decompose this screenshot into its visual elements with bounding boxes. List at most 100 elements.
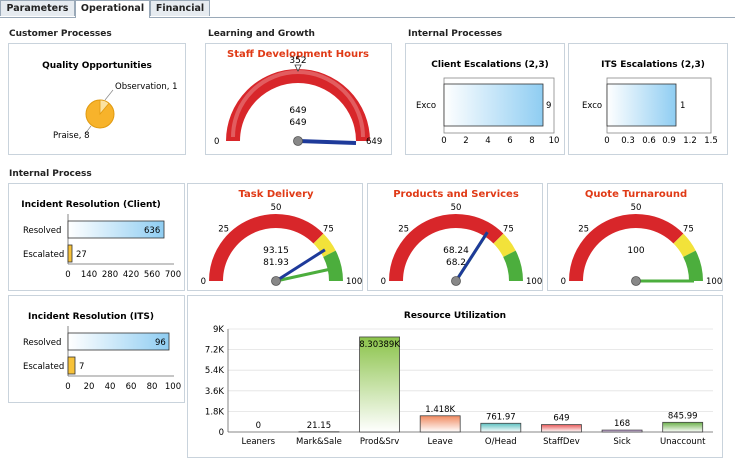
client-esc-tick: 10 [549, 136, 560, 146]
tab-parameters[interactable]: Parameters [0, 0, 75, 16]
staff-value2: 649 [289, 118, 306, 128]
incident-client-tick: 280 [102, 270, 118, 280]
section-internal-process: Internal Process [9, 169, 92, 179]
staff-max-label: 649 [366, 137, 382, 147]
client-esc-tick: 0 [441, 136, 446, 146]
resource-value-label: 1.418K [425, 405, 455, 415]
quote-turnaround-panel: Quote Turnaround 0 25 50 75 100 100 [547, 183, 723, 291]
resource-value-label: 649 [553, 414, 569, 424]
task-delivery-gauge: Task Delivery 0 25 50 75 100 93.15 81.93 [201, 189, 363, 287]
gauge-band-yellow [313, 233, 336, 258]
task-delivery-panel: Task Delivery 0 25 50 75 100 93.15 81.93 [187, 183, 363, 291]
resource-y-tick: 1.8K [205, 407, 225, 417]
incident-client-tick: 140 [81, 270, 97, 280]
gauge-value-1: 93.15 [263, 246, 289, 256]
resource-value-label: 21.15 [307, 421, 331, 431]
resource-bar[interactable] [601, 429, 643, 433]
resource-category-label: StaffDev [543, 437, 580, 447]
incident-client-panel: Incident Resolution (Client) Resolved Es… [8, 183, 185, 291]
incident-its-bar-escalated[interactable] [67, 356, 76, 375]
staff-needle-pivot [293, 136, 303, 146]
gauge-tick-label: 0 [201, 277, 206, 287]
incident-its-value-escalated: 7 [79, 362, 84, 372]
resource-bar[interactable] [662, 421, 704, 433]
tab-operational[interactable]: Operational [75, 0, 150, 18]
gauge-band-red [389, 214, 504, 282]
incident-client-bar-resolved[interactable] [67, 220, 165, 239]
incident-its-chart: Incident Resolution (ITS) Resolved Escal… [23, 312, 181, 392]
gauge-title: Quote Turnaround [585, 189, 687, 200]
its-esc-tick: 0.9 [662, 136, 676, 146]
incident-its-panel: Incident Resolution (ITS) Resolved Escal… [8, 295, 185, 403]
its-esc-bar[interactable] [606, 83, 677, 127]
incident-its-tick: 60 [126, 382, 137, 392]
incident-its-label-resolved: Resolved [23, 338, 61, 348]
gauge-tick-label: 25 [578, 225, 589, 235]
pie-label-observation: Observation, 1 [115, 82, 178, 92]
tab-financial[interactable]: Financial [150, 0, 210, 16]
resource-bar[interactable] [419, 415, 461, 433]
incident-client-chart: Incident Resolution (Client) Resolved Es… [21, 200, 181, 280]
resource-y-tick: 0 [219, 428, 224, 438]
client-esc-tick: 4 [485, 136, 490, 146]
gauge-tick-label: 50 [271, 203, 282, 213]
resource-title: Resource Utilization [404, 311, 506, 321]
staff-needle [297, 139, 357, 145]
gauge-needle [454, 231, 489, 282]
incident-its-title: Incident Resolution (ITS) [28, 312, 154, 322]
incident-its-tick: 100 [165, 382, 181, 392]
gauge-needle [275, 248, 326, 283]
resource-category-label: O/Head [485, 437, 517, 447]
resource-value-label: 845.99 [668, 411, 698, 421]
pie-slice-observation[interactable] [99, 99, 110, 116]
staff-value1: 649 [289, 106, 306, 116]
resource-value-label: 761.97 [486, 412, 516, 422]
resource-value-label: 8.30389K [359, 340, 400, 350]
incident-client-label-resolved: Resolved [23, 226, 61, 236]
gauge-needle [275, 267, 333, 283]
resource-category-label: Prod&Srv [360, 437, 399, 447]
incident-its-label-escalated: Escalated [23, 362, 64, 372]
gauge-tick-label: 50 [451, 203, 462, 213]
gauge-needle-pivot [451, 276, 461, 286]
its-esc-tick: 0 [604, 136, 609, 146]
resource-category-label: Leaners [242, 437, 276, 447]
gauge-band-green [503, 250, 523, 282]
resource-y-tick: 9K [213, 325, 224, 335]
resource-bar[interactable] [480, 422, 522, 433]
incident-client-value-resolved: 636 [144, 226, 160, 236]
staff-gauge-arc [226, 69, 370, 142]
pie-label-praise: Praise, 8 [53, 131, 90, 141]
incident-its-tick: 20 [84, 382, 95, 392]
section-internal-processes: Internal Processes [408, 29, 503, 39]
gauge-tick-label: 75 [683, 225, 694, 235]
its-esc-row-label: Exco [582, 101, 602, 111]
resource-bar[interactable] [541, 424, 582, 433]
client-escalations-chart: Client Escalations (2,3) Exco 9 0 2 4 6 … [416, 60, 560, 146]
gauge-value-1: 100 [627, 246, 644, 256]
resource-bar[interactable] [359, 336, 400, 433]
incident-client-tick: 560 [144, 270, 160, 280]
resource-category-label: Mark&Sale [296, 437, 342, 447]
incident-its-tick: 40 [105, 382, 116, 392]
client-escalations-panel: Client Escalations (2,3) Exco 9 0 2 4 6 … [405, 43, 565, 155]
gauge-band-red [209, 214, 324, 282]
gauge-needle-pivot [271, 276, 281, 286]
gauge-tick-label: 0 [561, 277, 566, 287]
its-esc-tick: 1.5 [704, 136, 718, 146]
staff-gauge-title: Staff Development Hours [227, 49, 369, 60]
quality-opportunities-panel: Quality Opportunities Observation, 1 Pra… [8, 43, 186, 155]
client-esc-tick: 2 [463, 136, 468, 146]
client-esc-bar[interactable] [443, 83, 544, 127]
incident-its-bar-resolved[interactable] [67, 332, 170, 351]
quality-title: Quality Opportunities [42, 61, 152, 71]
resource-y-tick: 7.2K [205, 346, 225, 356]
resource-value-label: 168 [614, 419, 630, 429]
gauge-needle-pivot [631, 276, 641, 286]
gauge-tick-label: 25 [218, 225, 229, 235]
gauge-tick-label: 50 [631, 203, 642, 213]
staff-development-gauge: Staff Development Hours 352 649 649 0 64… [214, 49, 382, 147]
tab-bar: Parameters Operational Financial [0, 0, 735, 18]
client-esc-tick: 8 [529, 136, 534, 146]
incident-client-bar-escalated[interactable] [67, 244, 73, 263]
